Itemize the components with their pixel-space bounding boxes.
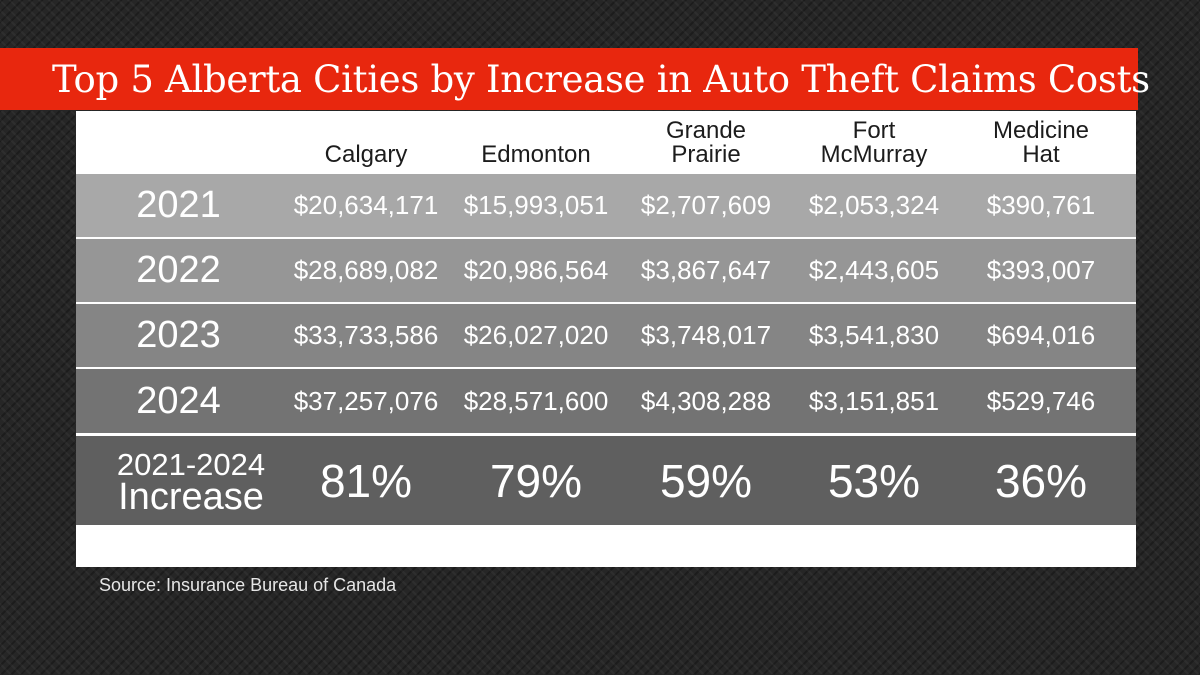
column-header-fort-mcmurray: Fort McMurray: [820, 117, 928, 168]
increase-label-range: 2021-2024: [116, 446, 266, 482]
column-header-edmonton: Edmonton: [481, 141, 591, 168]
row-label: 2022: [136, 249, 221, 291]
table-cell: $3,748,017: [640, 320, 772, 350]
table-cell: $390,761: [986, 190, 1096, 220]
table-cell: $4,308,288: [640, 385, 772, 416]
increase-cell: 53%: [827, 454, 921, 507]
row-2021: 2021 $20,634,171 $15,993,051 $2,707,609 …: [76, 174, 1136, 237]
table-cell: $393,007: [986, 255, 1096, 285]
row-2023: 2023 $33,733,586 $26,027,020 $3,748,017 …: [76, 304, 1136, 367]
increase-cell: 81%: [319, 454, 413, 507]
row-increase: 2021-2024 Increase 81% 79% 59% 53% 36%: [76, 436, 1136, 525]
column-header-grande-prairie: Grande Prairie: [665, 117, 747, 168]
table-cell: $20,986,564: [463, 255, 609, 285]
table-cell: $20,634,171: [293, 190, 439, 220]
column-header-medicine-hat: Medicine Hat: [992, 117, 1090, 168]
title-banner: Top 5 Alberta Cities by Increase in Auto…: [0, 48, 1150, 110]
table-cell: $3,867,647: [640, 255, 772, 285]
row-label: 2021: [136, 184, 221, 226]
data-table: Calgary Edmonton Grande Prairie Fort McM…: [76, 111, 1136, 567]
table-cell: $529,746: [986, 385, 1096, 416]
table-cell: $26,027,020: [463, 320, 609, 350]
table-cell: $2,443,605: [808, 255, 940, 285]
increase-cell: 36%: [994, 454, 1088, 507]
row-2024: 2024 $37,257,076 $28,571,600 $4,308,288 …: [76, 369, 1136, 433]
column-header-calgary: Calgary: [324, 141, 408, 168]
table-cell: $2,053,324: [808, 190, 940, 220]
row-divider: [76, 433, 1136, 436]
row-divider: [76, 302, 1136, 304]
row-label: 2023: [136, 314, 221, 356]
row-divider: [76, 367, 1136, 369]
table-cell: $694,016: [986, 320, 1096, 350]
table-cell: $3,151,851: [808, 385, 940, 416]
table-cell: $28,571,600: [463, 385, 609, 416]
chart-title: Top 5 Alberta Cities by Increase in Auto…: [52, 57, 1150, 101]
increase-label: 2021-2024 Increase: [76, 436, 306, 525]
row-divider: [76, 237, 1136, 239]
table-cell: $2,707,609: [640, 190, 772, 220]
table-cell: $37,257,076: [293, 385, 439, 416]
table-cell: $15,993,051: [463, 190, 609, 220]
row-2022: 2022 $28,689,082 $20,986,564 $3,867,647 …: [76, 239, 1136, 302]
row-label: 2024: [136, 379, 221, 422]
increase-cell: 59%: [659, 454, 753, 507]
table-cell: $33,733,586: [293, 320, 439, 350]
increase-cell: 79%: [489, 454, 583, 507]
source-note: Source: Insurance Bureau of Canada: [99, 575, 397, 595]
table-cell: $28,689,082: [293, 255, 439, 285]
table-cell: $3,541,830: [808, 320, 940, 350]
increase-label-word: Increase: [118, 475, 264, 518]
header-row: Calgary Edmonton Grande Prairie Fort McM…: [76, 111, 1136, 173]
